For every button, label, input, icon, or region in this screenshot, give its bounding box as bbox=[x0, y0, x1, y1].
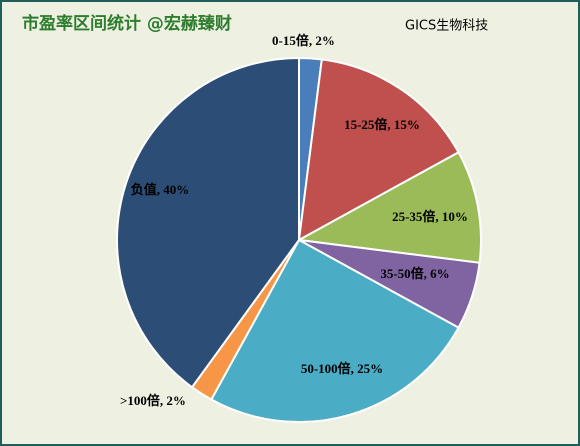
pie-slice: 25-35倍 bbox=[295, 150, 482, 264]
data-label: 负值, 40% bbox=[131, 182, 190, 197]
pie-slice: 15-25倍 bbox=[297, 58, 460, 242]
data-label: 35-50倍, 6% bbox=[380, 266, 449, 281]
pie-slice: 50-100倍 bbox=[209, 238, 460, 423]
data-label: 0-15倍, 2% bbox=[272, 33, 335, 48]
data-label: 50-100倍, 25% bbox=[301, 361, 383, 376]
pie-slice: 负值 bbox=[116, 56, 300, 389]
chart-title: 市盈率区间统计 @宏赫臻财 bbox=[22, 13, 232, 34]
data-label: 25-35倍, 10% bbox=[392, 209, 468, 224]
data-label: >100倍, 2% bbox=[120, 393, 186, 408]
data-label: 15-25倍, 15% bbox=[344, 117, 420, 132]
chart-subtitle: GICS生物科技 bbox=[405, 19, 488, 34]
